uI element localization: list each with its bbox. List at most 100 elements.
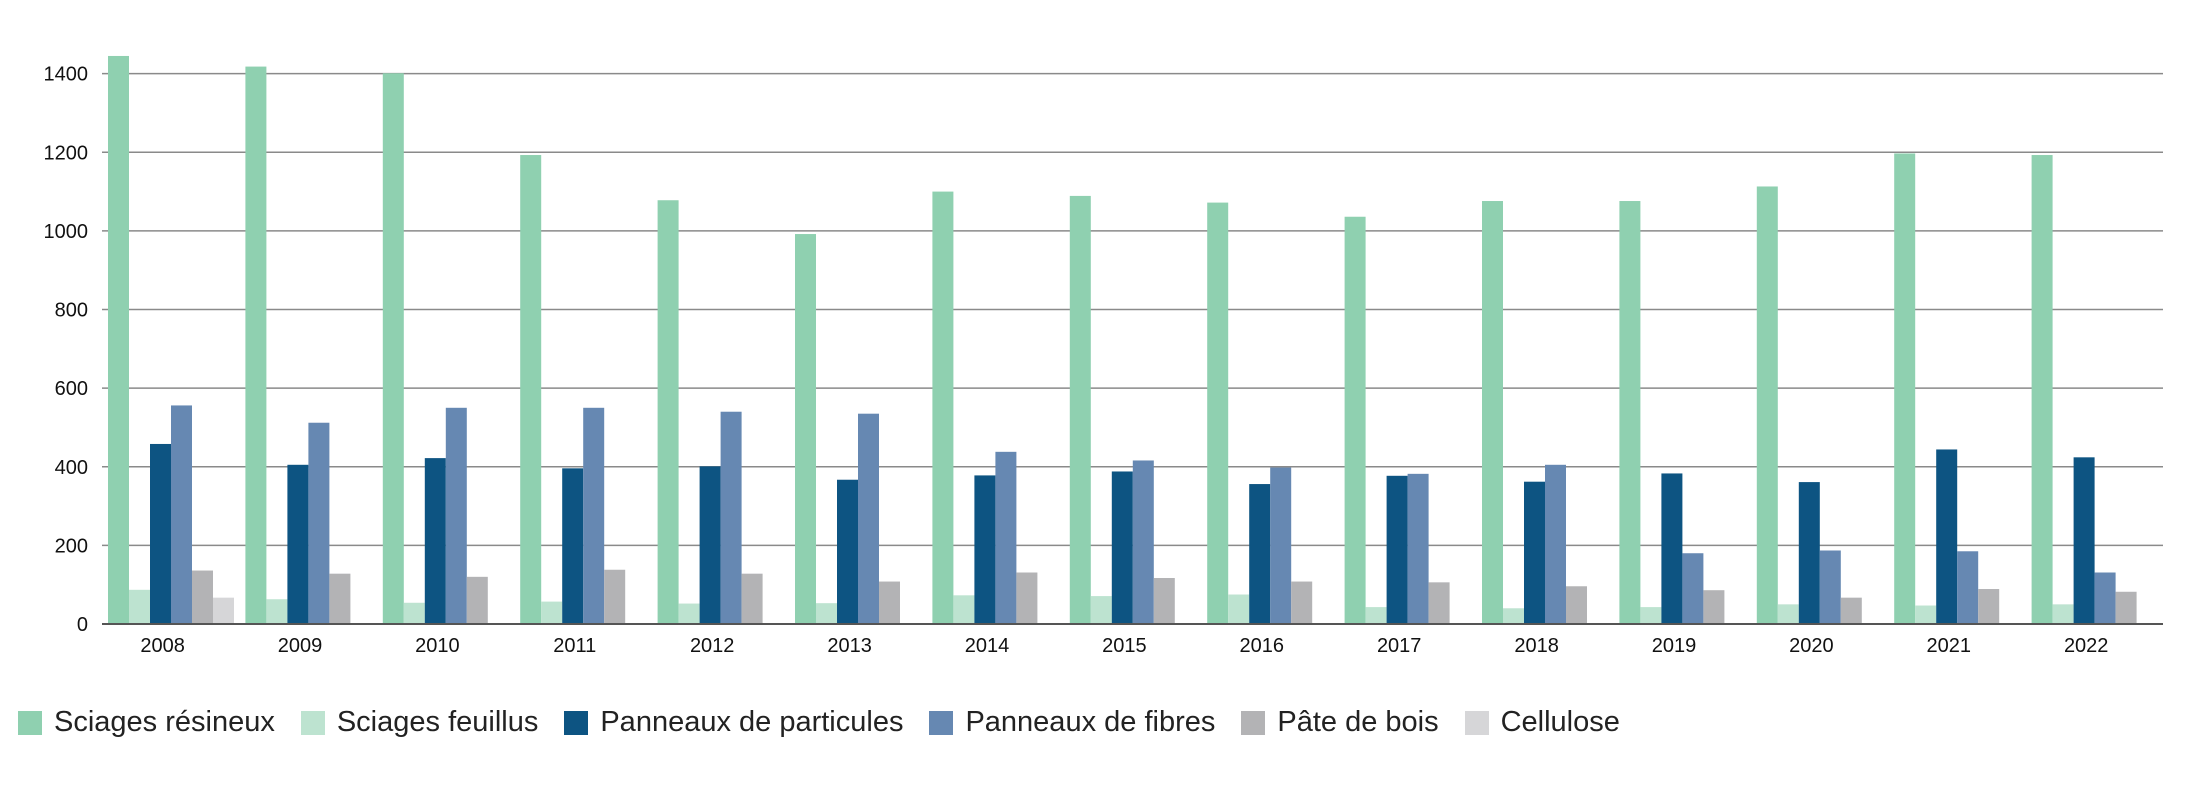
bar: [837, 479, 858, 624]
bar: [1207, 202, 1229, 624]
bar: [245, 66, 267, 625]
bar: [604, 569, 626, 624]
bar: [1291, 581, 1313, 624]
legend-swatch: [564, 710, 589, 735]
bar: [562, 468, 584, 624]
bar: [1524, 481, 1545, 624]
bar: [1756, 186, 1778, 624]
x-tick-label: 2019: [1652, 635, 1697, 657]
x-tick-label: 2011: [553, 635, 596, 657]
bar: [583, 407, 605, 624]
x-tick-label: 2014: [965, 635, 1010, 657]
bar: [1957, 551, 1979, 624]
bar: [1270, 467, 1292, 624]
legend-item: Panneaux de particules: [564, 706, 903, 739]
bar: [879, 581, 900, 624]
legend-swatch: [18, 710, 42, 735]
bar: [1819, 550, 1841, 624]
x-tick-label: 2020: [1789, 635, 1834, 657]
bar: [213, 597, 234, 624]
bar: [1016, 572, 1038, 624]
x-tick-label: 2013: [827, 635, 872, 657]
bar: [699, 466, 721, 624]
bar: [974, 475, 996, 624]
legend-label: Sciages feuillus: [336, 706, 539, 738]
bar: [445, 407, 467, 624]
bar: [1090, 596, 1112, 624]
y-tick-label: 1200: [44, 142, 89, 164]
bar: [403, 602, 425, 624]
bar: [1503, 608, 1524, 624]
bar: [2115, 591, 2137, 624]
x-tick-label: 2018: [1514, 635, 1559, 657]
bar: [1428, 582, 1450, 624]
bar: [308, 422, 330, 624]
legend-swatch: [1241, 710, 1266, 735]
bar: [1132, 460, 1154, 624]
x-tick-label: 2016: [1240, 635, 1285, 657]
legend-label: Panneaux de fibres: [965, 706, 1216, 738]
bar: [1365, 607, 1387, 624]
bar: [2031, 155, 2053, 624]
legend-swatch: [1464, 710, 1489, 735]
bar: [1840, 597, 1862, 624]
x-tick-label: 2015: [1102, 635, 1147, 657]
bar: [1386, 475, 1408, 624]
bar: [678, 603, 700, 624]
legend-item: Panneaux de fibres: [929, 706, 1215, 739]
bar: [858, 413, 879, 624]
bar: [329, 573, 351, 624]
bar: [816, 603, 837, 624]
bar: [150, 443, 171, 624]
bar: [266, 599, 288, 624]
legend: Sciages résineux Sciages feuillus Panneaux…: [18, 706, 1646, 739]
bar: [171, 405, 192, 624]
y-tick-label: 200: [55, 535, 88, 557]
legend-label: Pâte de bois: [1277, 706, 1439, 738]
legend-item: Sciages résineux: [18, 706, 275, 739]
x-tick-label: 2010: [415, 635, 460, 657]
legend-item: Cellulose: [1464, 706, 1620, 739]
bar: [657, 200, 679, 624]
bar: [1619, 201, 1641, 624]
legend-item: Pâte de bois: [1241, 706, 1439, 739]
bar: [1545, 464, 1566, 624]
bar: [1777, 604, 1799, 624]
y-tick-label: 1400: [44, 64, 89, 86]
x-tick-label: 2009: [278, 635, 323, 657]
bar: [1661, 473, 1683, 624]
bar: [1894, 153, 1916, 624]
bar: [192, 570, 213, 624]
x-tick-label: 2017: [1377, 635, 1422, 657]
bar: [2052, 604, 2074, 624]
bars: [108, 55, 2137, 625]
x-tick-label: 2022: [2064, 635, 2109, 657]
legend-label: Cellulose: [1500, 706, 1620, 738]
bar: [2073, 457, 2095, 624]
legend-label: Panneaux de particules: [600, 706, 904, 738]
y-tick-label: 0: [77, 614, 88, 636]
bar: [720, 411, 742, 624]
bar: [1069, 195, 1091, 624]
bar: [1915, 605, 1937, 624]
bar: [1936, 449, 1958, 624]
bar: [466, 576, 488, 624]
bar: [1566, 586, 1587, 624]
bar: [1978, 589, 2000, 624]
legend-swatch: [300, 710, 325, 735]
bar: [741, 573, 763, 624]
y-tick-label: 400: [55, 457, 88, 479]
bar: [129, 589, 150, 624]
bar: [1798, 482, 1820, 624]
x-tick-labels: 2008 2009 2010 2011 2012 2013 2014 2015 2016 2017…: [140, 635, 2108, 657]
bar: [1153, 578, 1175, 624]
y-tick-label: 1000: [44, 221, 89, 243]
bar: [382, 73, 404, 624]
bar: [795, 234, 816, 624]
y-tick-labels: 0 200 400 600 800 1000 1200 1400: [44, 64, 89, 636]
bar: [1344, 216, 1366, 625]
bar: [2094, 572, 2116, 624]
bar: [1249, 484, 1271, 624]
legend-item: Sciages feuillus: [300, 706, 539, 739]
